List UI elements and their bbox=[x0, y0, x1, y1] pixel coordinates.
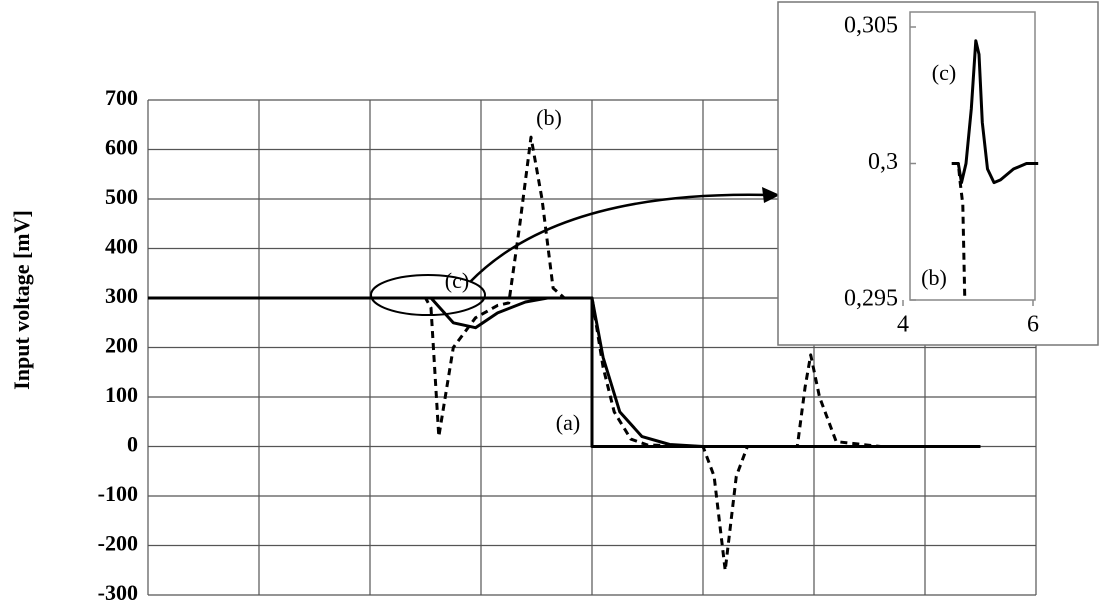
y-tick-label: 400 bbox=[105, 234, 138, 259]
x-tick-label: 6 bbox=[1027, 312, 1039, 338]
annotation: (c) bbox=[932, 60, 956, 85]
y-tick-label: -300 bbox=[98, 580, 138, 605]
annotation: (b) bbox=[536, 105, 562, 130]
arrow bbox=[469, 193, 771, 283]
y-tick-label: 500 bbox=[105, 184, 138, 209]
annotation: (b) bbox=[921, 265, 947, 290]
y-tick-label: -200 bbox=[98, 531, 138, 556]
y-axis-label: Input voltage [mV] bbox=[9, 210, 34, 390]
inset-box bbox=[777, 1, 1099, 346]
y-tick-label: 0,305 bbox=[844, 13, 898, 39]
annotation: (a) bbox=[556, 410, 580, 435]
y-tick-label: 300 bbox=[105, 283, 138, 308]
y-tick-label: -100 bbox=[98, 481, 138, 506]
highlight-ellipse bbox=[370, 274, 486, 316]
series-line bbox=[951, 162, 967, 301]
y-tick-label: 0,295 bbox=[844, 286, 898, 312]
x-tick-label: 4 bbox=[897, 312, 909, 338]
y-tick-label: 600 bbox=[105, 135, 138, 160]
y-tick-label: 0 bbox=[127, 432, 138, 457]
series-line bbox=[148, 135, 881, 572]
y-tick-label: 100 bbox=[105, 382, 138, 407]
series-line bbox=[951, 39, 1039, 185]
y-tick-label: 700 bbox=[105, 85, 138, 110]
inset-frame bbox=[909, 11, 1036, 301]
arrow-head bbox=[762, 187, 780, 203]
series-line bbox=[148, 296, 704, 448]
y-tick-label: 200 bbox=[105, 333, 138, 358]
y-tick-label: 0,3 bbox=[868, 149, 898, 175]
